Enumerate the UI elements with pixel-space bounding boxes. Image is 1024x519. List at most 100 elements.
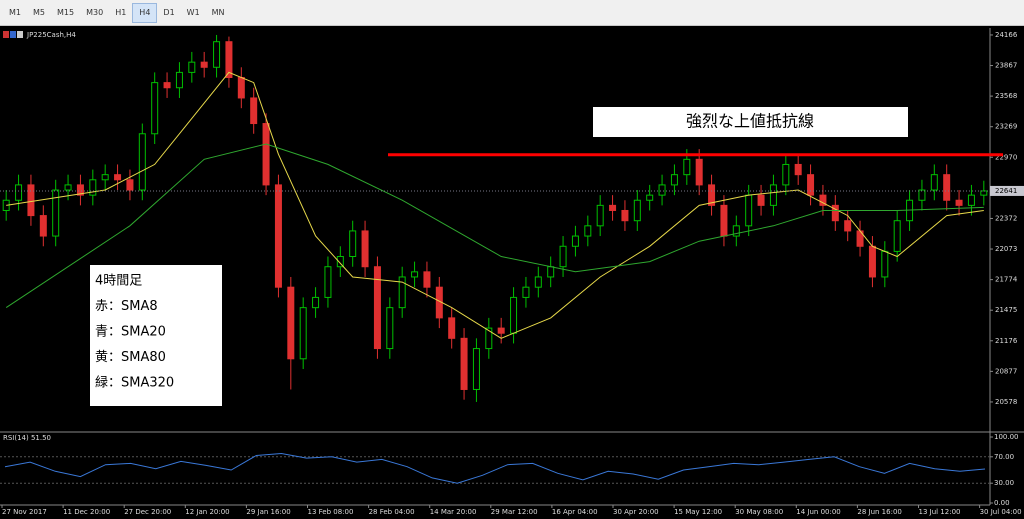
candle-body: [658, 184, 666, 196]
x-tick-label: 13 Jul 12:00: [919, 508, 961, 516]
y-tick-label: 21176: [995, 337, 1018, 345]
icon: [10, 31, 16, 38]
x-tick-label: 15 May 12:00: [674, 508, 722, 516]
moving-average-line: [6, 71, 984, 339]
timeframe-button[interactable]: H4: [132, 2, 158, 23]
note-line: 青：SMA20: [95, 325, 166, 340]
candle-body: [807, 174, 815, 196]
candle-body: [349, 230, 357, 258]
candle-body: [782, 163, 790, 186]
x-tick-label: 29 Mar 12:00: [491, 508, 538, 516]
candle-body: [510, 296, 518, 334]
y-tick-label: 24166: [995, 31, 1018, 39]
candle-body: [745, 194, 753, 227]
x-tick-label: 27 Dec 20:00: [124, 508, 171, 516]
icon: [3, 31, 9, 38]
y-tick-label: 21774: [995, 276, 1018, 284]
candle-body: [547, 266, 555, 278]
y-tick-label: 20877: [995, 367, 1017, 375]
timeframe-button[interactable]: M30: [86, 7, 104, 17]
timeframe-button[interactable]: W1: [186, 7, 200, 17]
timeframe-button[interactable]: M1: [9, 7, 21, 17]
x-tick-label: 16 Apr 04:00: [552, 508, 598, 516]
candle-body: [361, 230, 369, 268]
y-tick-label: 23867: [995, 62, 1017, 70]
candle-body: [386, 307, 394, 350]
y-tick-label: 20578: [995, 398, 1017, 406]
candle-body: [943, 174, 951, 201]
candle-body: [27, 184, 35, 217]
candle-body: [163, 82, 171, 89]
moving-average-line: [5, 143, 984, 309]
candle-body: [522, 286, 530, 298]
x-tick-label: 14 Jun 00:00: [796, 508, 840, 516]
timeframe-button[interactable]: M15: [57, 7, 75, 17]
note-line: 4時間足: [95, 274, 142, 289]
y-tick-label: 23568: [995, 92, 1017, 100]
candle-body: [497, 327, 505, 334]
candle-body: [15, 184, 23, 201]
x-tick-label: 11 Dec 20:00: [63, 508, 110, 516]
candle-body: [64, 184, 72, 191]
candle-body: [373, 266, 381, 350]
candle-body: [670, 174, 678, 186]
note-line: 黄：SMA80: [95, 350, 166, 365]
candle-body: [769, 184, 777, 206]
candle-body: [472, 348, 480, 390]
x-tick-label: 30 Jul 04:00: [980, 508, 1022, 516]
candle-body: [596, 204, 604, 227]
timeframe-button[interactable]: MN: [211, 7, 225, 17]
candle-body: [324, 266, 332, 298]
annotation-text: 強烈な上値抵抗線: [686, 112, 814, 131]
candle-body: [213, 41, 221, 68]
timeframe-button[interactable]: D1: [163, 7, 175, 17]
candle-body: [126, 179, 134, 191]
candle-body: [794, 163, 802, 176]
y-tick-label: 21475: [995, 306, 1017, 314]
chart: JP225Cash,H4 RSI(14) 51.50 20578 20877 211…: [0, 26, 1024, 519]
x-tick-label: 14 Mar 20:00: [430, 508, 477, 516]
y-tick-label: 22970: [995, 153, 1017, 161]
candle-body: [844, 220, 852, 232]
x-tick-label: 28 Jun 16:00: [857, 508, 901, 516]
candle-body: [287, 286, 295, 360]
y-tick-label: 22073: [995, 245, 1017, 253]
candle-body: [299, 307, 307, 360]
rsi-label: RSI(14) 51.50: [3, 434, 51, 442]
icon: [17, 31, 23, 38]
x-tick-label: 30 Apr 20:00: [613, 508, 659, 516]
candle-body: [237, 77, 245, 99]
current-price-box: [990, 185, 1024, 196]
timeframe-button[interactable]: M5: [33, 7, 45, 17]
candle-body: [89, 179, 97, 196]
rsi-tick-label: 30.00: [994, 479, 1014, 487]
x-tick-label: 30 May 08:00: [735, 508, 783, 516]
candle-body: [633, 199, 641, 222]
candle-body: [980, 190, 988, 196]
candle-body: [683, 158, 691, 176]
candle-body: [609, 204, 617, 211]
x-tick-label: 12 Jan 20:00: [185, 508, 229, 516]
candle-body: [188, 61, 196, 73]
candle-body: [757, 194, 765, 206]
timeframe-button[interactable]: H1: [115, 7, 127, 17]
note-line: 緑：SMA320: [95, 376, 174, 391]
candle-body: [893, 220, 901, 252]
candle-body: [411, 271, 419, 278]
candle-body: [52, 189, 60, 237]
candle-body: [918, 189, 926, 201]
candle-body: [312, 296, 320, 309]
rsi-tick-label: 70.00: [994, 453, 1014, 461]
rsi-line: [4, 452, 986, 484]
candle-body: [423, 271, 431, 288]
candle-body: [262, 123, 270, 186]
annotation-box: [593, 107, 908, 137]
candle-body: [695, 158, 703, 186]
candle-body: [559, 245, 567, 268]
candle-body: [534, 276, 542, 288]
candle-body: [460, 337, 468, 390]
candle-body: [720, 204, 728, 237]
note-line: 赤：SMA8: [95, 299, 158, 314]
candle-body: [200, 61, 208, 68]
